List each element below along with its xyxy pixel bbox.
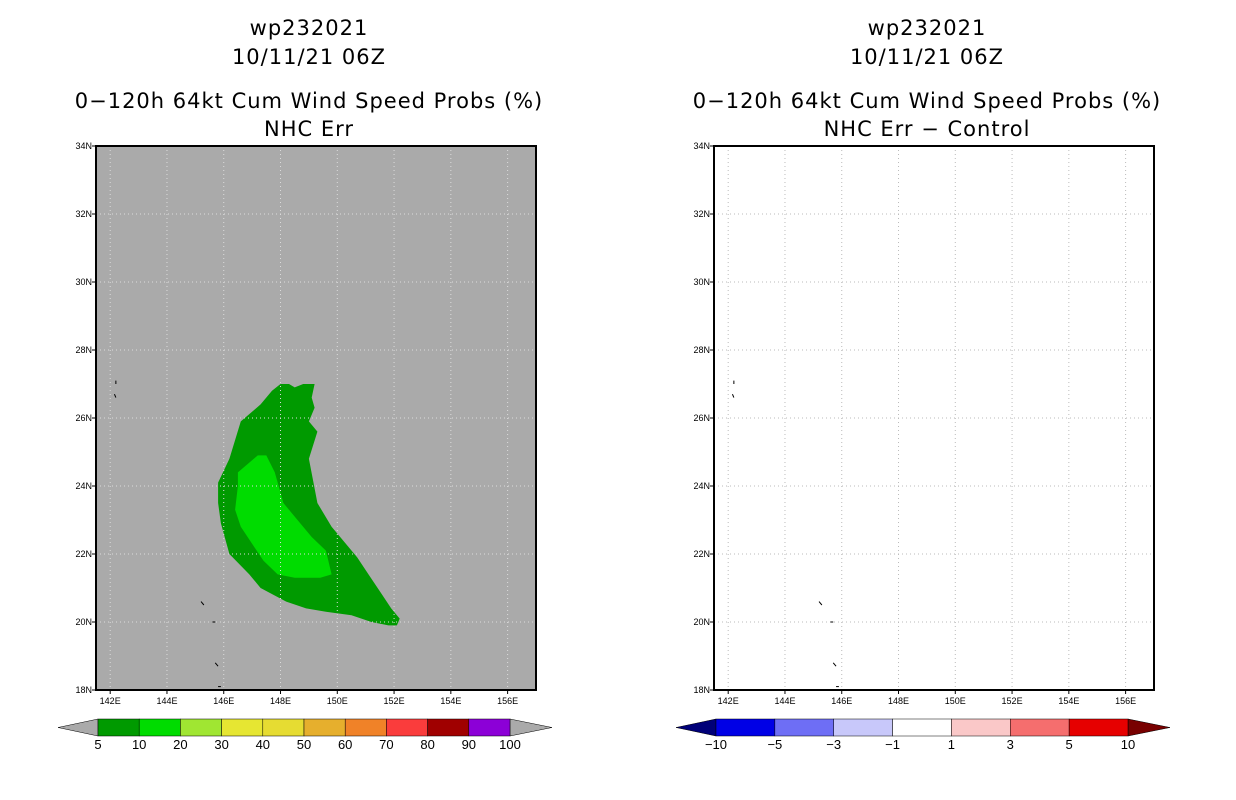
- colorbar-label: 1: [948, 737, 955, 752]
- colorbar-label: 20: [173, 737, 187, 752]
- colorbar-swatch: [138, 718, 181, 737]
- y-tick-label: 22N: [693, 549, 710, 559]
- colorbar-swatch: [468, 718, 511, 737]
- chart-title: 0−120h 64kt Cum Wind Speed Probs (%): [692, 89, 1162, 113]
- colorbar-swatch: [97, 718, 140, 737]
- island-outline: [113, 394, 117, 398]
- x-tick-label: 156E: [1115, 696, 1136, 706]
- y-tick-label: 24N: [75, 481, 92, 491]
- colorbar-label: 70: [379, 737, 393, 752]
- colorbar-swatch: [892, 718, 952, 737]
- x-tick-label: 150E: [327, 696, 348, 706]
- colorbar-under-arrow: [675, 718, 717, 737]
- colorbar-label: 60: [338, 737, 352, 752]
- x-tick-label: 142E: [718, 696, 739, 706]
- chart-subtitle: NHC Err: [263, 117, 354, 141]
- colorbar-label: 10: [1121, 737, 1135, 752]
- x-tick-label: 150E: [945, 696, 966, 706]
- y-tick-label: 18N: [693, 685, 710, 695]
- colorbar-label: 10: [132, 737, 146, 752]
- x-tick-label: 154E: [440, 696, 461, 706]
- y-tick-label: 30N: [75, 277, 92, 287]
- contour-10: [235, 455, 332, 578]
- colorbar-label: 5: [94, 737, 101, 752]
- colorbar-swatch: [774, 718, 834, 737]
- y-tick-label: 32N: [693, 209, 710, 219]
- x-tick-label: 142E: [100, 696, 121, 706]
- colorbar-swatch: [386, 718, 428, 737]
- x-tick-label: 146E: [831, 696, 852, 706]
- colorbar-swatch: [833, 718, 893, 737]
- colorbar-label: 80: [420, 737, 434, 752]
- datetime: 10/11/21 06Z: [849, 45, 1005, 69]
- x-tick-label: 144E: [156, 696, 177, 706]
- y-tick-label: 28N: [75, 345, 92, 355]
- y-tick-label: 30N: [693, 277, 710, 287]
- x-tick-label: 152E: [384, 696, 405, 706]
- x-tick-label: 152E: [1002, 696, 1023, 706]
- island-outline: [214, 662, 219, 667]
- colorbar-over-arrow: [1127, 718, 1171, 737]
- y-tick-label: 26N: [75, 413, 92, 423]
- x-tick-label: 148E: [888, 696, 909, 706]
- colorbar-swatch: [1068, 718, 1129, 737]
- chart-subtitle: NHC Err − Control: [823, 117, 1031, 141]
- y-tick-label: 18N: [75, 685, 92, 695]
- colorbar-under-arrow: [57, 718, 99, 737]
- storm-id: wp232021: [867, 16, 987, 40]
- y-tick-label: 20N: [693, 617, 710, 627]
- right-panel: wp232021 10/11/21 06Z 0−120h 64kt Cum Wi…: [618, 0, 1236, 800]
- colorbar-swatch: [427, 718, 470, 737]
- colorbar-label: 30: [214, 737, 228, 752]
- island-outline: [818, 601, 823, 606]
- probability-map: 142E 144E 146E 148E 150E 152E 154E 156E 18N 20N 22…: [57, 141, 553, 752]
- colorbar-over-arrow: [509, 718, 553, 737]
- y-tick-label: 22N: [75, 549, 92, 559]
- colorbar-label: −3: [826, 737, 841, 752]
- x-tick-label: 144E: [774, 696, 795, 706]
- difference-map: 142E 144E 146E 148E 150E 152E 154E 156E 18N 20N 22…: [675, 141, 1171, 752]
- colorbar-swatch: [303, 718, 346, 737]
- grid: [714, 145, 1154, 691]
- colorbar-label: 5: [1066, 737, 1073, 752]
- colorbar-swatch: [262, 718, 305, 737]
- y-tick-label: 24N: [693, 481, 710, 491]
- x-tick-label: 154E: [1058, 696, 1079, 706]
- colorbar-label: 100: [499, 737, 521, 752]
- colorbar-label: 3: [1007, 737, 1014, 752]
- colorbar-label: 40: [256, 737, 270, 752]
- colorbar-label: −1: [885, 737, 900, 752]
- colorbar-label: 90: [462, 737, 476, 752]
- y-tick-label: 20N: [75, 617, 92, 627]
- colorbar-label: −5: [767, 737, 782, 752]
- contour-5: [218, 384, 400, 626]
- colorbar-swatch: [221, 718, 264, 737]
- left-panel: wp232021 10/11/21 06Z 0−120h 64kt Cum Wi…: [57, 16, 553, 752]
- datetime: 10/11/21 06Z: [231, 45, 387, 69]
- storm-id: wp232021: [249, 16, 369, 40]
- island-outline: [832, 662, 837, 667]
- colorbar-swatch: [344, 718, 387, 737]
- island-outline: [200, 601, 205, 606]
- y-tick-label: 32N: [75, 209, 92, 219]
- colorbar-swatch: [1010, 718, 1070, 737]
- y-tick-label: 28N: [693, 345, 710, 355]
- colorbar-label: −10: [705, 737, 727, 752]
- colorbar-swatch: [951, 718, 1011, 737]
- y-tick-label: 34N: [693, 141, 710, 151]
- colorbar-label: 50: [297, 737, 311, 752]
- island-outline: [731, 394, 735, 398]
- y-tick-label: 26N: [693, 413, 710, 423]
- x-tick-label: 146E: [213, 696, 234, 706]
- y-tick-label: 34N: [75, 141, 92, 151]
- x-tick-label: 148E: [270, 696, 291, 706]
- chart-title: 0−120h 64kt Cum Wind Speed Probs (%): [74, 89, 544, 113]
- colorbar-swatch: [180, 718, 222, 737]
- colorbar-swatch: [715, 718, 776, 737]
- x-tick-label: 156E: [497, 696, 518, 706]
